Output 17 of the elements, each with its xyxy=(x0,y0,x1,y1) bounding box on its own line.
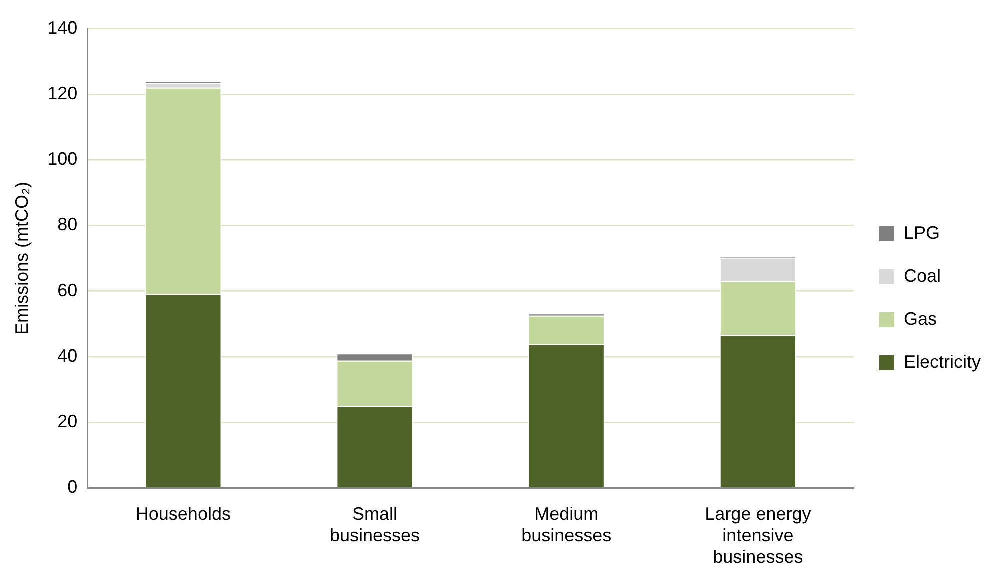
y-axis-title: Emissions (mtCO₂) xyxy=(12,182,32,335)
x-tick-label: Medium businesses xyxy=(522,504,612,546)
y-tick-label: 0 xyxy=(68,477,78,498)
y-tick-label: 40 xyxy=(58,346,78,366)
y-tick-label: 120 xyxy=(48,83,78,104)
legend-label: Gas xyxy=(904,308,938,329)
y-tick-label: 80 xyxy=(58,214,78,235)
legend-label: LPG xyxy=(904,222,940,243)
legend-label: Coal xyxy=(904,266,942,286)
y-tick-label: 100 xyxy=(48,149,78,170)
x-tick-label: Small businesses xyxy=(330,504,420,546)
y-tick-label: 140 xyxy=(48,18,78,38)
x-tick-label: Households xyxy=(136,504,231,524)
y-tick-label: 20 xyxy=(58,412,78,432)
x-tick-label: Large energy intensive businesses xyxy=(705,504,812,568)
legend-label: Electricity xyxy=(904,352,982,372)
y-tick-label: 60 xyxy=(58,280,78,300)
